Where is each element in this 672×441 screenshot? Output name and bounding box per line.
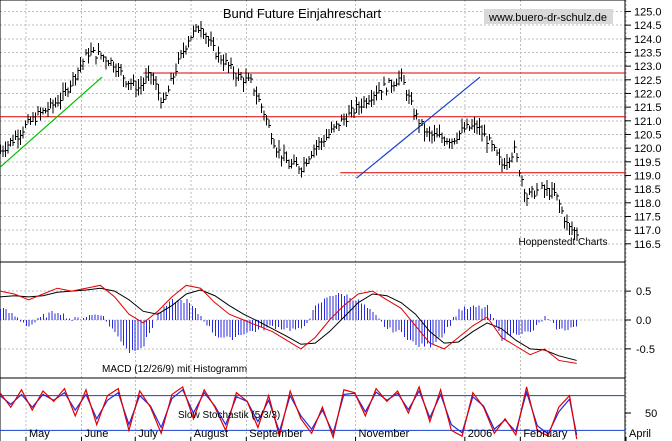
- x-tick-label: April: [629, 428, 651, 440]
- x-tick-label: August: [194, 428, 228, 440]
- y-tick-label: 121.5: [634, 102, 662, 114]
- x-tick-label: June: [85, 428, 109, 440]
- y-tick-label: 0.5: [636, 286, 651, 298]
- y-tick-label: 50: [645, 408, 657, 420]
- y-tick-label: 121.0: [634, 116, 662, 128]
- y-tick-label: 122.0: [634, 88, 662, 100]
- x-tick-label: July: [138, 428, 158, 440]
- stochastic-panel-frame: [0, 377, 626, 441]
- chart-title: Bund Future Einjahreschart: [223, 6, 382, 21]
- vertical-gridlines: [0, 0, 627, 441]
- trendline-green: [0, 76, 103, 168]
- y-tick-label: 118.5: [634, 184, 661, 196]
- y-tick-label: 124.0: [634, 34, 662, 46]
- x-tick-label: May: [29, 428, 50, 440]
- stochastic-panel: [0, 385, 625, 440]
- macd-label: MACD (12/26/9) mit Histogramm: [102, 364, 247, 375]
- x-tick-label: 2006: [468, 428, 492, 440]
- y-tick-label: 120.0: [634, 143, 662, 155]
- y-tick-label: 123.0: [634, 61, 662, 73]
- y-tick-label: 118.0: [634, 198, 661, 210]
- stochastic-label: Slow Stochastik (5/3/3): [178, 410, 280, 421]
- credit-label: Hoppenstedt Charts: [519, 237, 608, 248]
- y-tick-label: 119.0: [634, 170, 661, 182]
- y-tick-label: 0.0: [636, 315, 651, 327]
- y-tick-label: 116.5: [634, 239, 661, 251]
- y-tick-label: 125.0: [634, 6, 662, 18]
- macd-signal-line: [0, 287, 577, 361]
- y-tick-label: 117.5: [634, 211, 661, 223]
- stochastic-d-line: [0, 388, 578, 436]
- trendline-blue: [356, 76, 481, 179]
- stochastic-k-line: [0, 385, 578, 440]
- price-panel: [0, 20, 625, 242]
- macd-panel: [0, 284, 577, 364]
- axes: May June July August September November 2006 Fe…: [25, 6, 662, 441]
- y-tick-label: 119.5: [634, 157, 661, 169]
- y-tick-label: 117.0: [634, 225, 661, 237]
- y-tick-label: -0.5: [636, 344, 655, 356]
- source-label: www.buero-dr-schulz.de: [488, 12, 607, 24]
- y-tick-label: 122.5: [634, 75, 662, 87]
- x-tick-label: February: [523, 428, 568, 440]
- macd-line: [0, 284, 577, 364]
- y-tick-label: 124.5: [634, 20, 662, 32]
- x-tick-label: September: [249, 428, 303, 440]
- y-tick-label: 120.5: [634, 129, 662, 141]
- source-label-box: [484, 9, 613, 24]
- x-tick-label: November: [359, 428, 410, 440]
- y-tick-label: 123.5: [634, 47, 662, 59]
